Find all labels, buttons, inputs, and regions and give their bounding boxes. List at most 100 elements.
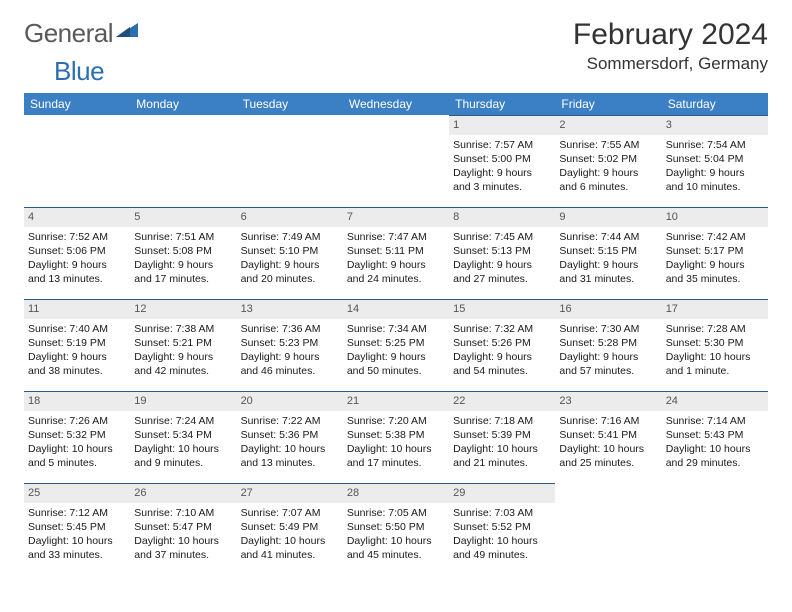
day-info-sunset: Sunset: 5:17 PM bbox=[666, 244, 764, 258]
day-info-sunrise: Sunrise: 7:34 AM bbox=[347, 322, 445, 336]
day-info-day2: and 41 minutes. bbox=[241, 548, 339, 562]
day-info-sunrise: Sunrise: 7:52 AM bbox=[28, 230, 126, 244]
day-info-sunset: Sunset: 5:45 PM bbox=[28, 520, 126, 534]
day-info-sunset: Sunset: 5:47 PM bbox=[134, 520, 232, 534]
day-info-day2: and 21 minutes. bbox=[453, 456, 551, 470]
day-info-day2: and 13 minutes. bbox=[28, 272, 126, 286]
day-info-day2: and 25 minutes. bbox=[559, 456, 657, 470]
day-number: 10 bbox=[662, 207, 768, 227]
day-info-sunset: Sunset: 5:38 PM bbox=[347, 428, 445, 442]
day-info-day1: Daylight: 10 hours bbox=[453, 534, 551, 548]
day-number: 16 bbox=[555, 299, 661, 319]
day-cell: 21Sunrise: 7:20 AMSunset: 5:38 PMDayligh… bbox=[343, 391, 449, 483]
day-cell: 1Sunrise: 7:57 AMSunset: 5:00 PMDaylight… bbox=[449, 115, 555, 207]
day-info-sunrise: Sunrise: 7:57 AM bbox=[453, 138, 551, 152]
day-info-sunset: Sunset: 5:10 PM bbox=[241, 244, 339, 258]
day-cell bbox=[237, 115, 343, 207]
day-info-day1: Daylight: 9 hours bbox=[666, 258, 764, 272]
day-info-sunrise: Sunrise: 7:38 AM bbox=[134, 322, 232, 336]
col-sunday: Sunday bbox=[24, 93, 130, 115]
day-info-day2: and 31 minutes. bbox=[559, 272, 657, 286]
day-info-day1: Daylight: 10 hours bbox=[241, 442, 339, 456]
day-info-day2: and 35 minutes. bbox=[666, 272, 764, 286]
day-cell bbox=[662, 483, 768, 577]
day-info-sunset: Sunset: 5:50 PM bbox=[347, 520, 445, 534]
day-cell: 25Sunrise: 7:12 AMSunset: 5:45 PMDayligh… bbox=[24, 483, 130, 577]
day-info-day1: Daylight: 9 hours bbox=[28, 350, 126, 364]
day-info-day1: Daylight: 9 hours bbox=[347, 350, 445, 364]
day-info-day2: and 9 minutes. bbox=[134, 456, 232, 470]
col-tuesday: Tuesday bbox=[237, 93, 343, 115]
logo-part1: General bbox=[24, 18, 113, 49]
day-cell: 10Sunrise: 7:42 AMSunset: 5:17 PMDayligh… bbox=[662, 207, 768, 299]
day-info-sunrise: Sunrise: 7:22 AM bbox=[241, 414, 339, 428]
day-cell: 16Sunrise: 7:30 AMSunset: 5:28 PMDayligh… bbox=[555, 299, 661, 391]
day-cell: 22Sunrise: 7:18 AMSunset: 5:39 PMDayligh… bbox=[449, 391, 555, 483]
day-cell: 19Sunrise: 7:24 AMSunset: 5:34 PMDayligh… bbox=[130, 391, 236, 483]
day-info-day2: and 46 minutes. bbox=[241, 364, 339, 378]
day-cell: 29Sunrise: 7:03 AMSunset: 5:52 PMDayligh… bbox=[449, 483, 555, 577]
day-info-sunset: Sunset: 5:28 PM bbox=[559, 336, 657, 350]
day-cell: 26Sunrise: 7:10 AMSunset: 5:47 PMDayligh… bbox=[130, 483, 236, 577]
day-info-sunrise: Sunrise: 7:24 AM bbox=[134, 414, 232, 428]
day-cell bbox=[555, 483, 661, 577]
day-info-sunrise: Sunrise: 7:45 AM bbox=[453, 230, 551, 244]
day-cell: 27Sunrise: 7:07 AMSunset: 5:49 PMDayligh… bbox=[237, 483, 343, 577]
day-info-day2: and 27 minutes. bbox=[453, 272, 551, 286]
day-cell: 14Sunrise: 7:34 AMSunset: 5:25 PMDayligh… bbox=[343, 299, 449, 391]
day-number: 25 bbox=[24, 483, 130, 503]
day-number: 28 bbox=[343, 483, 449, 503]
day-info-day2: and 57 minutes. bbox=[559, 364, 657, 378]
day-number: 4 bbox=[24, 207, 130, 227]
day-info-sunrise: Sunrise: 7:40 AM bbox=[28, 322, 126, 336]
day-info-day2: and 13 minutes. bbox=[241, 456, 339, 470]
day-info-sunrise: Sunrise: 7:07 AM bbox=[241, 506, 339, 520]
day-info-sunset: Sunset: 5:04 PM bbox=[666, 152, 764, 166]
day-info-sunset: Sunset: 5:06 PM bbox=[28, 244, 126, 258]
day-info-day2: and 54 minutes. bbox=[453, 364, 551, 378]
day-number: 24 bbox=[662, 391, 768, 411]
day-info-sunrise: Sunrise: 7:20 AM bbox=[347, 414, 445, 428]
day-cell bbox=[24, 115, 130, 207]
col-wednesday: Wednesday bbox=[343, 93, 449, 115]
day-info-sunset: Sunset: 5:39 PM bbox=[453, 428, 551, 442]
col-saturday: Saturday bbox=[662, 93, 768, 115]
day-number: 29 bbox=[449, 483, 555, 503]
week-row: 25Sunrise: 7:12 AMSunset: 5:45 PMDayligh… bbox=[24, 483, 768, 577]
day-info-sunrise: Sunrise: 7:05 AM bbox=[347, 506, 445, 520]
day-info-sunset: Sunset: 5:36 PM bbox=[241, 428, 339, 442]
day-info-day1: Daylight: 10 hours bbox=[666, 442, 764, 456]
day-info-day2: and 3 minutes. bbox=[453, 180, 551, 194]
day-number: 18 bbox=[24, 391, 130, 411]
day-number: 23 bbox=[555, 391, 661, 411]
day-info-day1: Daylight: 9 hours bbox=[453, 350, 551, 364]
day-info-day1: Daylight: 9 hours bbox=[134, 350, 232, 364]
day-cell: 28Sunrise: 7:05 AMSunset: 5:50 PMDayligh… bbox=[343, 483, 449, 577]
day-number: 26 bbox=[130, 483, 236, 503]
day-info-day1: Daylight: 9 hours bbox=[559, 350, 657, 364]
location: Sommersdorf, Germany bbox=[573, 54, 768, 74]
day-cell: 6Sunrise: 7:49 AMSunset: 5:10 PMDaylight… bbox=[237, 207, 343, 299]
col-monday: Monday bbox=[130, 93, 236, 115]
col-friday: Friday bbox=[555, 93, 661, 115]
day-info-sunrise: Sunrise: 7:10 AM bbox=[134, 506, 232, 520]
day-number: 9 bbox=[555, 207, 661, 227]
day-number: 17 bbox=[662, 299, 768, 319]
day-number: 14 bbox=[343, 299, 449, 319]
day-info-day2: and 38 minutes. bbox=[28, 364, 126, 378]
day-info-sunset: Sunset: 5:49 PM bbox=[241, 520, 339, 534]
day-info-sunrise: Sunrise: 7:32 AM bbox=[453, 322, 551, 336]
day-info-sunrise: Sunrise: 7:18 AM bbox=[453, 414, 551, 428]
col-thursday: Thursday bbox=[449, 93, 555, 115]
day-info-sunrise: Sunrise: 7:14 AM bbox=[666, 414, 764, 428]
day-cell: 9Sunrise: 7:44 AMSunset: 5:15 PMDaylight… bbox=[555, 207, 661, 299]
calendar-table: Sunday Monday Tuesday Wednesday Thursday… bbox=[24, 93, 768, 577]
day-cell: 24Sunrise: 7:14 AMSunset: 5:43 PMDayligh… bbox=[662, 391, 768, 483]
day-info-sunset: Sunset: 5:30 PM bbox=[666, 336, 764, 350]
day-info-day1: Daylight: 9 hours bbox=[134, 258, 232, 272]
day-cell: 12Sunrise: 7:38 AMSunset: 5:21 PMDayligh… bbox=[130, 299, 236, 391]
day-info-sunset: Sunset: 5:15 PM bbox=[559, 244, 657, 258]
day-number: 3 bbox=[662, 115, 768, 135]
day-info-day2: and 45 minutes. bbox=[347, 548, 445, 562]
day-info-sunrise: Sunrise: 7:55 AM bbox=[559, 138, 657, 152]
